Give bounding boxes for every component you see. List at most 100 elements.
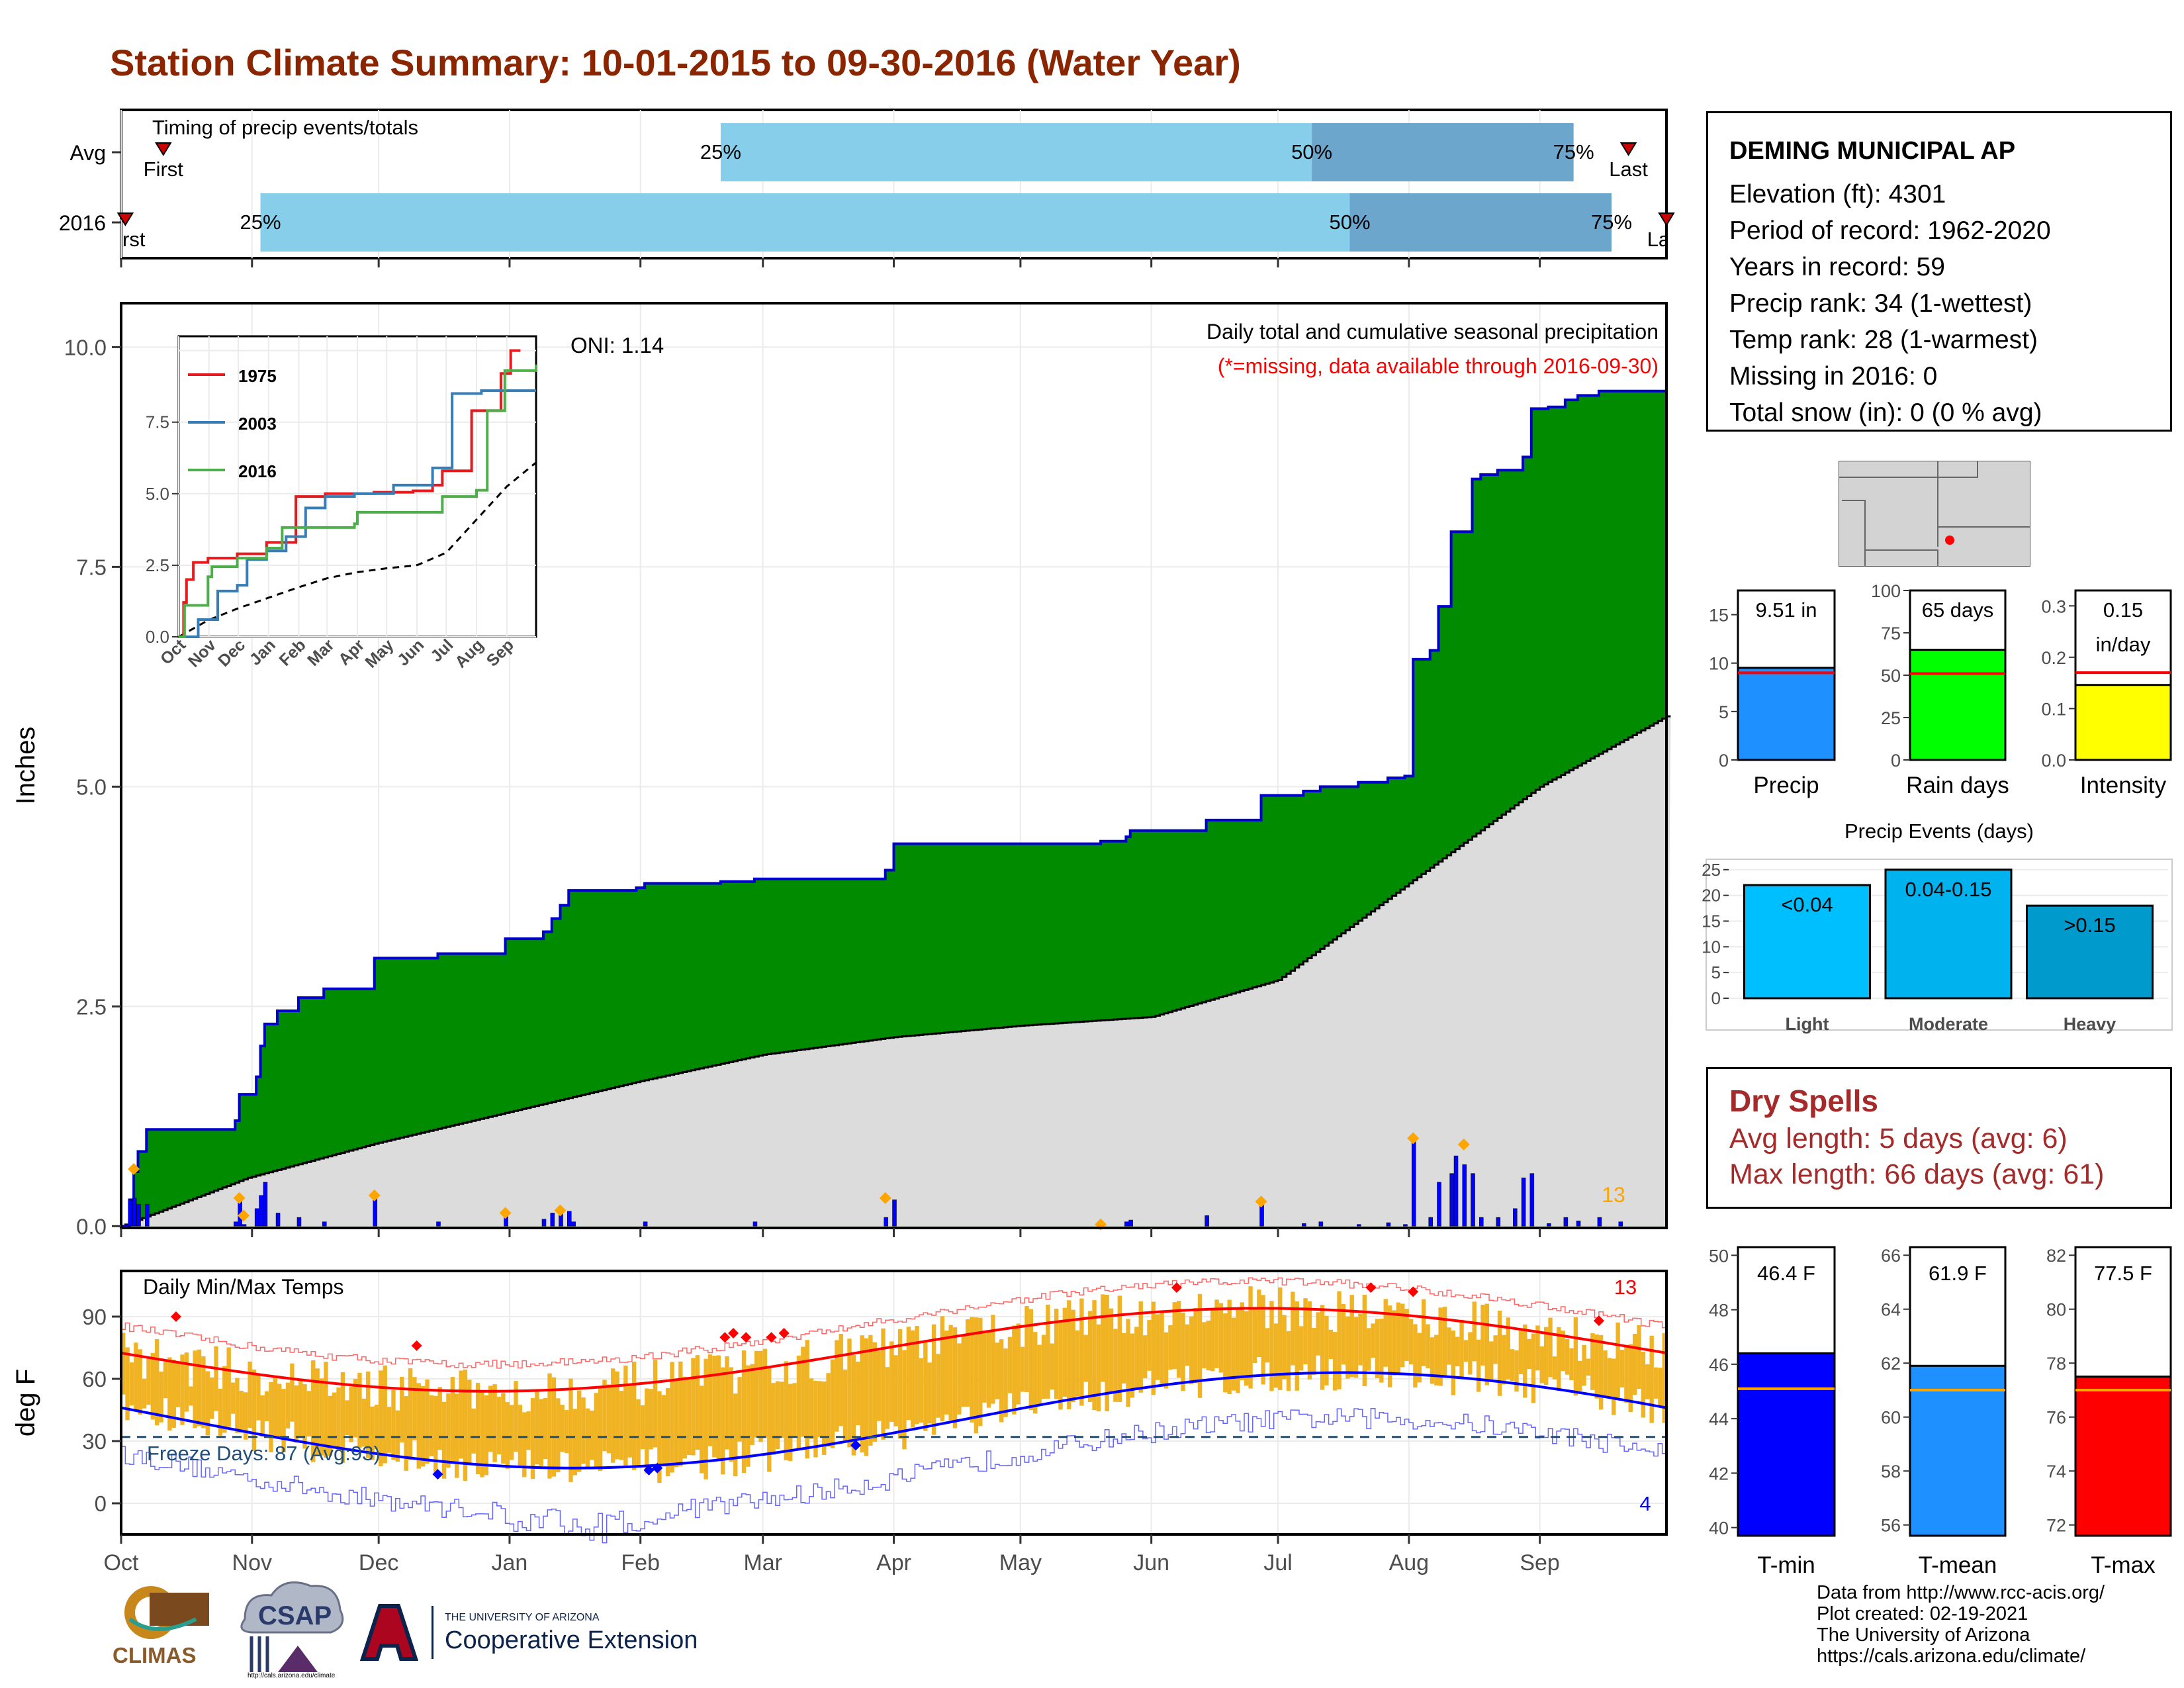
- record-high-marker: [766, 1332, 777, 1343]
- inset-y-tick-label: 7.5: [146, 412, 169, 432]
- extreme-precip-marker: [879, 1192, 891, 1204]
- daily-temp-bar: [239, 1391, 244, 1433]
- ua-extension-logo: A THE UNIVERSITY OF ARIZONA Cooperative …: [359, 1604, 698, 1661]
- temp-bar-value-label: 61.9 F: [1929, 1262, 1987, 1285]
- daily-temp-bar: [281, 1389, 286, 1452]
- daily-temp-bar: [923, 1341, 928, 1431]
- daily-temp-bar: [915, 1326, 919, 1425]
- daily-temp-bar: [788, 1383, 793, 1462]
- daily-temp-bar: [429, 1395, 434, 1456]
- daily-temp-bar: [1582, 1344, 1586, 1386]
- x-tick-label: May: [999, 1550, 1042, 1575]
- record-high-marker: [719, 1332, 731, 1343]
- daily-temp-bar: [1598, 1335, 1604, 1410]
- daily-temp-bar: [999, 1339, 1004, 1423]
- daily-temp-bar: [1518, 1328, 1524, 1374]
- daily-temp-bar: [1561, 1331, 1565, 1372]
- daily-temp-bar: [163, 1362, 168, 1399]
- x-tick-label: Apr: [876, 1550, 911, 1575]
- daily-temp-bar: [970, 1317, 974, 1423]
- daily-temp-bar: [336, 1387, 341, 1451]
- daily-temp-bar: [366, 1371, 371, 1458]
- temp-bar-y-tick-label: 62: [1881, 1354, 1901, 1374]
- daily-temp-bar: [459, 1370, 463, 1459]
- precip-event-category: Light: [1786, 1014, 1829, 1034]
- daily-temp-bar: [1307, 1301, 1312, 1380]
- daily-temp-bar: [222, 1366, 227, 1433]
- daily-temp-bar: [155, 1338, 159, 1426]
- daily-temp-bar: [530, 1398, 535, 1479]
- daily-temp-bar: [1552, 1356, 1557, 1380]
- daily-temp-bar: [138, 1349, 142, 1415]
- daily-temp-bar: [547, 1373, 552, 1479]
- daily-temp-bar: [1079, 1298, 1084, 1406]
- daily-temp-bar: [189, 1386, 193, 1406]
- daily-temp-bar: [1594, 1334, 1599, 1399]
- daily-temp-bar: [1328, 1329, 1333, 1360]
- precip-events-title: Precip Events (days): [1844, 820, 2034, 843]
- extreme-precip-marker: [368, 1189, 381, 1201]
- daily-temp-bar: [260, 1395, 265, 1437]
- daily-temp-bar: [1210, 1309, 1215, 1372]
- record-max-line: [121, 1277, 1666, 1369]
- daily-temp-bar: [957, 1343, 962, 1415]
- daily-temp-bar: [1028, 1309, 1034, 1411]
- timing-marker: [1619, 142, 1637, 156]
- daily-temp-bar: [1181, 1312, 1185, 1391]
- daily-temp-bar: [1117, 1295, 1122, 1402]
- daily-precip-bar: [1471, 1173, 1475, 1227]
- daily-temp-bar: [564, 1410, 569, 1454]
- precip-event-bar: [1743, 884, 1871, 1000]
- daily-temp-bar: [1291, 1291, 1295, 1366]
- station-location-marker: [1945, 536, 1954, 545]
- daily-temp-bar: [488, 1385, 493, 1452]
- daily-temp-bar: [1126, 1319, 1130, 1407]
- daily-temp-bar: [978, 1317, 983, 1427]
- daily-temp-bar: [851, 1354, 856, 1456]
- extreme-precip-marker: [128, 1163, 140, 1176]
- daily-temp-bar: [893, 1355, 898, 1427]
- daily-temp-bar: [1514, 1350, 1519, 1392]
- temp-bar-y-tick-label: 60: [1881, 1408, 1901, 1428]
- precip-panel-subtitle: (*=missing, data available through 2016-…: [1218, 354, 1659, 378]
- oni-label: ONI: 1.14: [570, 333, 664, 357]
- daily-precip-bar: [541, 1219, 547, 1227]
- timing-p50-label: 50%: [1291, 140, 1332, 164]
- daily-temp-bar: [1375, 1319, 1380, 1379]
- inset-y-tick-label: 2.5: [146, 555, 169, 575]
- timing-marker: [155, 142, 172, 156]
- daily-temp-bar: [1624, 1344, 1629, 1403]
- x-tick-label: Jul: [1263, 1550, 1292, 1575]
- daily-temp-bar: [328, 1395, 332, 1456]
- mini-bar-name: Rain days: [1906, 773, 2009, 798]
- events-y-tick-label: 5: [1711, 962, 1721, 982]
- daily-temp-bar: [184, 1352, 189, 1412]
- daily-temp-bar: [1628, 1344, 1633, 1412]
- station-elevation: Elevation (ft): 4301: [1729, 180, 1946, 209]
- daily-precip-bar: [1403, 1224, 1408, 1227]
- daily-temp-bar: [475, 1383, 480, 1474]
- daily-temp-bar: [847, 1338, 852, 1448]
- daily-precip-bar: [1521, 1178, 1526, 1227]
- mini-bar-y-tick-label: 5: [1719, 702, 1729, 722]
- daily-temp-bar: [1649, 1335, 1654, 1423]
- mini-bar-y-tick-label: 25: [1881, 708, 1901, 728]
- extreme-precip-marker: [1457, 1138, 1470, 1150]
- daily-temp-bar: [1404, 1309, 1409, 1361]
- record-high-marker: [728, 1328, 739, 1339]
- record-high-marker: [741, 1332, 752, 1343]
- daily-temp-bar: [627, 1385, 632, 1458]
- daily-precip-bar: [436, 1221, 441, 1227]
- mini-bar-y-tick-label: 15: [1709, 606, 1729, 626]
- daily-temp-bar: [1332, 1332, 1338, 1391]
- daily-temp-bar: [720, 1367, 725, 1475]
- daily-temp-bar: [1442, 1307, 1447, 1376]
- x-tick-label: Sep: [1520, 1550, 1560, 1575]
- daily-temp-bar: [560, 1405, 565, 1452]
- credit-plot-created: Plot created: 02-19-2021: [1817, 1603, 2028, 1624]
- daily-temp-bar: [1371, 1323, 1375, 1358]
- daily-precip-bar: [234, 1221, 238, 1227]
- mini-bar-y-tick-label: 0: [1891, 751, 1901, 771]
- daily-temp-bar: [817, 1381, 823, 1438]
- daily-precip-bar: [322, 1221, 327, 1227]
